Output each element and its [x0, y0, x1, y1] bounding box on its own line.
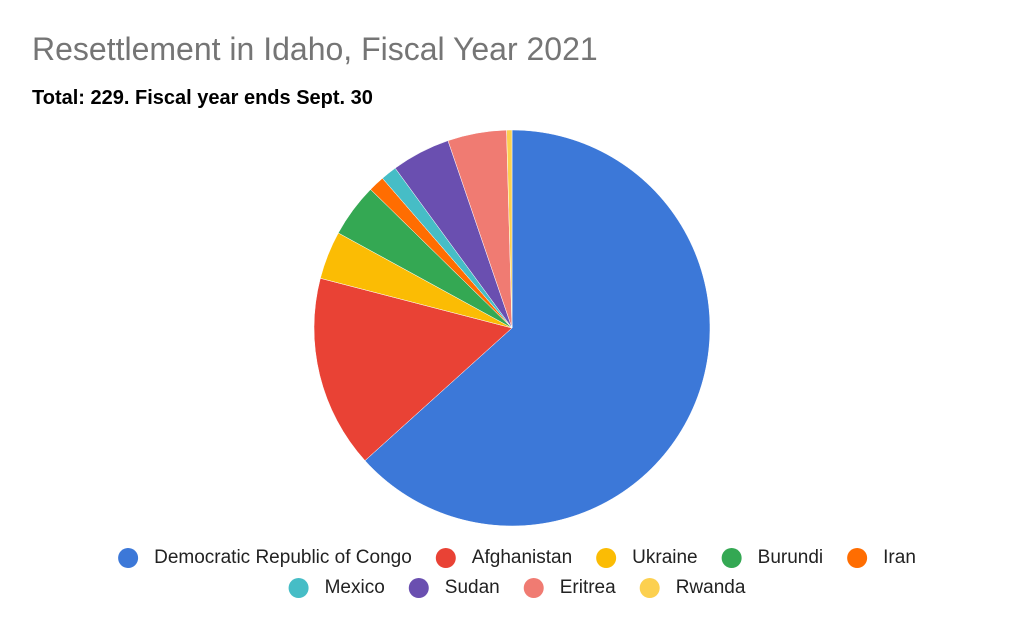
legend-item: Burundi — [721, 547, 824, 568]
legend-item: Afghanistan — [435, 547, 572, 568]
legend-label: Eritrea — [560, 577, 616, 598]
legend-swatch — [721, 548, 742, 568]
pie — [313, 129, 711, 527]
legend-item: Mexico — [288, 577, 385, 598]
legend-swatch — [847, 548, 868, 568]
legend-item: Democratic Republic of Congo — [118, 547, 412, 568]
legend-swatch — [288, 578, 309, 598]
legend-swatch — [435, 548, 456, 568]
legend: Democratic Republic of Congo Afghanistan U… — [118, 547, 916, 598]
pie-slice — [364, 129, 711, 527]
legend-label: Iran — [883, 547, 916, 568]
legend-swatch — [596, 548, 617, 568]
legend-swatch — [523, 578, 544, 598]
chart-title: Resettlement in Idaho, Fiscal Year 2021 — [32, 31, 598, 67]
legend-item: Sudan — [408, 577, 500, 598]
legend-swatch — [118, 548, 139, 568]
legend-label: Sudan — [445, 577, 500, 598]
legend-item: Iran — [847, 547, 916, 568]
legend-label: Rwanda — [676, 577, 746, 598]
legend-swatch — [408, 578, 429, 598]
legend-label: Democratic Republic of Congo — [154, 547, 412, 568]
legend-label: Burundi — [758, 547, 824, 568]
pie-slice — [506, 129, 513, 329]
legend-item: Eritrea — [523, 577, 616, 598]
legend-swatch — [639, 578, 660, 598]
legend-label: Mexico — [325, 577, 385, 598]
legend-item: Ukraine — [596, 547, 698, 568]
pie-slice — [313, 277, 513, 461]
legend-label: Ukraine — [632, 547, 697, 568]
chart-subtitle: Total: 229. Fiscal year ends Sept. 30 — [32, 87, 373, 109]
legend-label: Afghanistan — [472, 547, 572, 568]
legend-item: Rwanda — [639, 577, 746, 598]
